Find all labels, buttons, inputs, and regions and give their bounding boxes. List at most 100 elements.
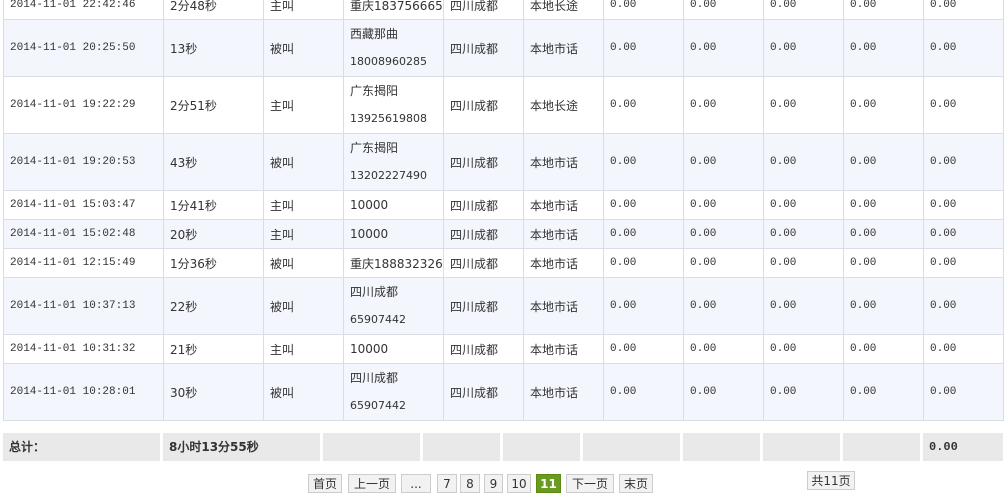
table-cell: 0.00: [923, 277, 1004, 335]
table-row: 2014-11-01 19:20:53 43秒 被叫 广东揭阳 13202227490 四…: [3, 133, 1004, 191]
cell-line: 四川成都: [350, 371, 399, 385]
summary-cell: [323, 433, 420, 461]
cell-line: 13202227490: [350, 169, 427, 182]
table-cell: 0.00: [603, 363, 684, 421]
table-cell: 四川成都 65907442: [343, 277, 444, 335]
table-cell: 0.00: [843, 133, 924, 191]
table-cell: 10000: [343, 334, 444, 364]
table-cell: 本地长途: [523, 0, 604, 20]
table-cell: 2014-11-01 10:37:13: [3, 277, 164, 335]
table-cell: 0.00: [603, 334, 684, 364]
table-cell: 0.00: [843, 0, 924, 20]
page-button[interactable]: 9: [484, 474, 503, 493]
table-cell: 被叫: [263, 248, 344, 278]
page-button[interactable]: 下一页: [566, 474, 614, 493]
table-cell: 13秒: [163, 19, 264, 77]
table-cell: 0.00: [923, 334, 1004, 364]
cell-line: 广东揭阳: [350, 84, 399, 98]
cell-line: 18008960285: [350, 55, 427, 68]
cell-line: 10000: [350, 342, 389, 356]
table-cell: 本地长途: [523, 76, 604, 134]
page-button[interactable]: 上一页: [348, 474, 396, 493]
table-cell: 重庆18883232691: [343, 248, 444, 278]
summary-cell: 0.00: [923, 433, 1003, 461]
summary-cell: [583, 433, 680, 461]
table-cell: 0.00: [763, 219, 844, 249]
table-cell: 0.00: [923, 219, 1004, 249]
table-row: 2014-11-01 10:31:32 21秒 主叫 10000 四川成都 本地市话 0.0…: [3, 334, 1004, 364]
table-cell: 22秒: [163, 277, 264, 335]
table-cell: 0.00: [603, 0, 684, 20]
table-cell: 0.00: [923, 248, 1004, 278]
table-cell: 0.00: [763, 277, 844, 335]
page-button[interactable]: 7: [437, 474, 457, 493]
table-cell: 2分48秒: [163, 0, 264, 20]
table-cell: 2014-11-01 10:31:32: [3, 334, 164, 364]
table-cell: 0.00: [763, 248, 844, 278]
table-cell: 0.00: [603, 190, 684, 220]
table-cell: 0.00: [923, 0, 1004, 20]
table-cell: 本地市话: [523, 19, 604, 77]
table-cell: 西藏那曲 18008960285: [343, 19, 444, 77]
table-cell: 主叫: [263, 190, 344, 220]
summary-cell: 总计：: [3, 433, 160, 461]
summary-cell: [503, 433, 580, 461]
table-cell: 0.00: [683, 133, 764, 191]
table-cell: 0.00: [683, 0, 764, 20]
table-cell: 四川成都: [443, 334, 524, 364]
table-cell: 1分41秒: [163, 190, 264, 220]
table-cell: 0.00: [923, 133, 1004, 191]
summary-cell: [683, 433, 760, 461]
table-cell: 0.00: [683, 334, 764, 364]
cell-line: 广东揭阳: [350, 141, 399, 155]
page-button[interactable]: 8: [460, 474, 480, 493]
cell-line: 10000: [350, 198, 389, 212]
table-cell: 0.00: [843, 248, 924, 278]
table-cell: 0.00: [683, 190, 764, 220]
table-cell: 0.00: [763, 0, 844, 20]
table-cell: 2014-11-01 20:25:50: [3, 19, 164, 77]
page-button[interactable]: ...: [401, 474, 431, 493]
table-cell: 0.00: [763, 334, 844, 364]
cell-line: 四川成都: [350, 285, 399, 299]
page-button[interactable]: 末页: [619, 474, 653, 493]
table-cell: 0.00: [843, 363, 924, 421]
summary-cell: [423, 433, 500, 461]
table-cell: 广东揭阳 13202227490: [343, 133, 444, 191]
table-cell: 四川成都: [443, 133, 524, 191]
table-cell: 0.00: [843, 19, 924, 77]
table-cell: 21秒: [163, 334, 264, 364]
table-cell: 四川成都: [443, 19, 524, 77]
page-button[interactable]: 11: [536, 474, 561, 493]
table-cell: 2014-11-01 22:42:46: [3, 0, 164, 20]
page-button[interactable]: 首页: [308, 474, 342, 493]
table-row: 2014-11-01 19:22:29 2分51秒 主叫 广东揭阳 1392561980…: [3, 76, 1004, 134]
table-cell: 0.00: [763, 190, 844, 220]
table-cell: 2014-11-01 15:03:47: [3, 190, 164, 220]
table-cell: 本地市话: [523, 219, 604, 249]
table-cell: 0.00: [603, 133, 684, 191]
table-cell: 0.00: [683, 219, 764, 249]
table-row: 2014-11-01 10:37:13 22秒 被叫 四川成都 65907442 四川成都…: [3, 277, 1004, 335]
table-cell: 0.00: [843, 334, 924, 364]
table-cell: 被叫: [263, 277, 344, 335]
table-cell: 主叫: [263, 334, 344, 364]
table-cell: 0.00: [683, 76, 764, 134]
table-row: 2014-11-01 15:03:47 1分41秒 主叫 10000 四川成都 本地市话 0…: [3, 190, 1004, 220]
table-row: 2014-11-01 10:28:01 30秒 被叫 四川成都 65907442 四川成都…: [3, 363, 1004, 421]
table-cell: 被叫: [263, 133, 344, 191]
cell-line: 65907442: [350, 399, 406, 412]
table-cell: 被叫: [263, 363, 344, 421]
table-cell: 被叫: [263, 19, 344, 77]
table-cell: 四川成都 65907442: [343, 363, 444, 421]
table-cell: 本地市话: [523, 334, 604, 364]
page-button[interactable]: 10: [507, 474, 531, 493]
table-cell: 0.00: [843, 76, 924, 134]
table-cell: 0.00: [763, 19, 844, 77]
table-cell: 2014-11-01 15:02:48: [3, 219, 164, 249]
table-cell: 0.00: [763, 133, 844, 191]
table-cell: 10000: [343, 219, 444, 249]
table-cell: 2014-11-01 19:22:29: [3, 76, 164, 134]
table-cell: 1分36秒: [163, 248, 264, 278]
table-cell: 四川成都: [443, 219, 524, 249]
